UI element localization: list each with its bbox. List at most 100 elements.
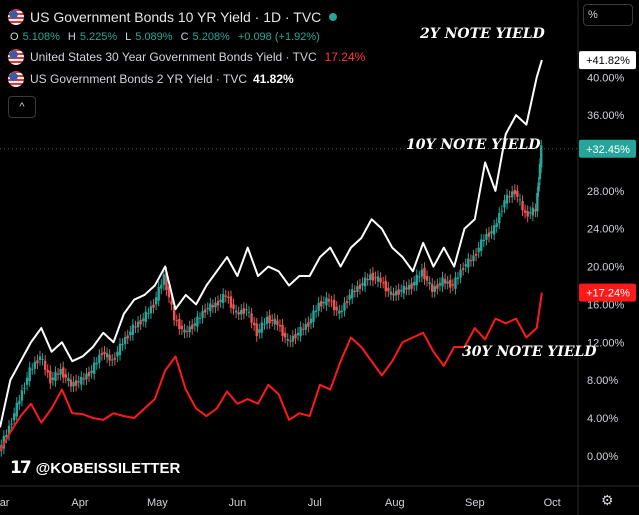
candle-body (294, 334, 297, 339)
candle-body (518, 199, 522, 201)
candle-body (198, 317, 202, 319)
y-tick-label: 20.00% (587, 262, 625, 274)
legend-30y-row[interactable]: United States 30 Year Government Bonds Y… (8, 46, 365, 68)
candle-body (144, 311, 147, 322)
candle-body (540, 145, 543, 168)
x-tick-label: Jul (308, 497, 322, 509)
y-tick-label: 36.00% (587, 110, 625, 122)
candle-body (381, 282, 385, 284)
candle-body (49, 370, 52, 384)
candle-body (495, 223, 498, 228)
candle-body (67, 377, 70, 382)
candle-body (87, 372, 91, 377)
candle-body (219, 299, 222, 303)
series-30y-line (0, 292, 543, 452)
candle-body (74, 380, 78, 386)
y-tick-label: 28.00% (587, 186, 625, 198)
candle-body (216, 301, 220, 306)
candle-body (503, 200, 506, 208)
series-2y-title: US Government Bonds 2 YR Yield · TVC (30, 72, 247, 86)
candle-body (410, 283, 413, 289)
candle-body (482, 239, 486, 242)
candle-body (28, 367, 31, 382)
close-label: C (180, 31, 189, 43)
candle-body (314, 310, 318, 313)
y-tick-label: 8.00% (587, 375, 618, 387)
candle-body (521, 201, 524, 211)
candle-body (281, 324, 284, 337)
legend-2y-row[interactable]: US Government Bonds 2 YR Yield · TVC 41.… (8, 68, 365, 90)
gear-icon[interactable]: ⚙ (601, 492, 614, 508)
candle-body (214, 302, 217, 308)
candle-body (265, 316, 269, 324)
candle-body (400, 290, 403, 292)
scale-mode-button[interactable]: % (583, 4, 633, 26)
candle-body (376, 276, 380, 282)
badge-10y: +32.45% (586, 144, 630, 156)
candle-body (531, 207, 535, 216)
series-30y-title: United States 30 Year Government Bonds Y… (30, 50, 317, 64)
candle-body (513, 189, 516, 195)
candle-body (18, 400, 21, 405)
candle-body (343, 302, 346, 311)
candle-body (322, 302, 326, 304)
candle-body (443, 279, 447, 284)
candle-body (196, 316, 199, 327)
badge-2y: +41.82% (586, 55, 630, 67)
close-value: 5.208% (192, 31, 230, 43)
collapse-legend-button[interactable]: ^ (8, 96, 36, 118)
candle-body (537, 182, 540, 192)
candle-body (5, 434, 8, 438)
candle-body (92, 362, 96, 374)
candle-body (461, 267, 465, 270)
candle-body (139, 320, 142, 325)
candle-body (252, 322, 256, 326)
ohlc-values: O 5.108% H 5.225% L 5.089% C 5.208% +0.098 (… (8, 28, 365, 46)
y-tick-label: 12.00% (587, 337, 625, 349)
candle-body (384, 280, 387, 292)
candle-body (358, 284, 362, 289)
candle-body (20, 390, 24, 401)
candle-body (201, 311, 204, 318)
x-tick-label: Apr (71, 497, 88, 509)
high-label: H (67, 31, 76, 43)
candle-body (490, 231, 493, 234)
candle-body (36, 360, 39, 364)
candle-body (420, 269, 424, 277)
candle-body (242, 308, 246, 314)
candle-body (529, 212, 532, 214)
badge-10y-bg (579, 139, 636, 158)
candle-body (129, 331, 132, 336)
candle-body (332, 299, 336, 311)
candle-body (245, 309, 248, 311)
candle-body (31, 368, 34, 370)
candle-body (56, 373, 60, 375)
candle-body (387, 287, 390, 292)
candle-body (72, 382, 75, 387)
legend-main-row[interactable]: US Government Bonds 10 YR Yield · 1D · T… (8, 6, 365, 28)
candle-body (301, 328, 305, 330)
candle-body (534, 209, 537, 212)
candle-body (69, 379, 73, 387)
open-label: O (10, 31, 19, 43)
candle-body (472, 255, 475, 262)
series-2y-line (0, 59, 543, 428)
candle-body (105, 353, 109, 358)
open-value: 5.108% (22, 31, 60, 43)
candle-body (291, 335, 295, 342)
candle-body (356, 286, 359, 292)
change-value: +0.098 (+1.92%) (237, 31, 320, 43)
candle-body (191, 324, 194, 330)
candle-body (170, 300, 173, 305)
candle-body (335, 306, 338, 311)
candle-body (258, 329, 261, 333)
candle-body (80, 376, 83, 385)
candle-body (299, 327, 302, 337)
y-tick-label: 16.00% (587, 299, 625, 311)
candle-body (7, 425, 11, 435)
candle-body (152, 304, 155, 308)
candle-body (183, 329, 186, 333)
y-tick-label: 40.00% (587, 72, 625, 84)
candle-body (492, 225, 496, 235)
candle-body (348, 294, 351, 300)
